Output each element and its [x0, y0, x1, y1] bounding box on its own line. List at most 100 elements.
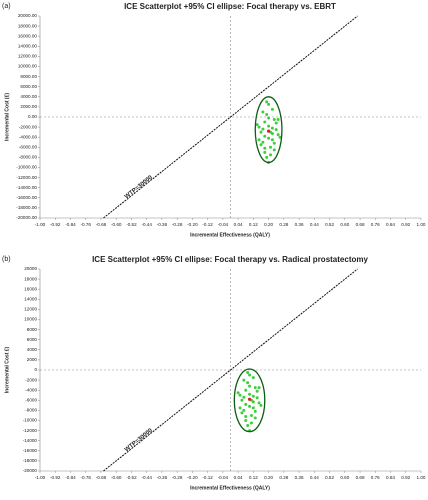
y-tick-label: -8000 — [25, 408, 37, 413]
scatter-point — [242, 408, 246, 412]
scatter-point — [248, 404, 252, 408]
y-tick-label: 20000.00 — [18, 13, 38, 18]
x-tick-label: 0.60 — [340, 475, 349, 480]
x-tick-label: 0.92 — [401, 222, 410, 227]
y-tick-label: 20000 — [24, 266, 37, 271]
x-tick-label: 0.20 — [264, 222, 273, 227]
y-tick-label: -12000.00 — [16, 175, 37, 180]
scatter-point — [248, 384, 252, 388]
scatter-point — [272, 141, 276, 145]
x-tick-label: 0.12 — [249, 222, 258, 227]
y-tick-label: 12000 — [24, 307, 37, 312]
y-tick-label: 8000.00 — [20, 74, 37, 79]
y-tick-label: 2000.00 — [20, 104, 37, 109]
y-tick-label: -2000.00 — [19, 124, 38, 129]
scatter-point — [276, 118, 280, 122]
y-tick-label: -16000 — [23, 448, 38, 453]
scatter-point — [248, 392, 252, 396]
x-tick-label: -1.00 — [35, 222, 46, 227]
scatter-point — [272, 118, 276, 122]
y-tick-label: -18000.00 — [16, 205, 37, 210]
x-tick-label: 0.36 — [295, 475, 304, 480]
x-tick-label: -0.76 — [80, 222, 91, 227]
scatter-point — [257, 125, 261, 129]
y-tick-label: -2000 — [25, 377, 37, 382]
x-tick-label: -0.44 — [141, 222, 152, 227]
x-tick-label: -0.92 — [50, 222, 61, 227]
scatter-point — [240, 411, 244, 415]
scatter-point — [253, 416, 257, 420]
scatter-point — [270, 138, 274, 142]
x-tick-label: 0.36 — [295, 222, 304, 227]
scatter-point — [263, 146, 267, 150]
scatter-point — [265, 155, 269, 159]
x-tick-label: 0.52 — [325, 475, 334, 480]
x-tick-label: 0.20 — [264, 475, 273, 480]
scatter-point — [242, 378, 246, 382]
x-tick-label: -0.12 — [202, 475, 213, 480]
y-tick-label: 18000.00 — [18, 23, 38, 28]
scatter-point — [267, 102, 271, 106]
x-tick-label: -0.04 — [218, 222, 229, 227]
x-tick-label: 0.68 — [356, 222, 365, 227]
scatter-point — [257, 401, 261, 405]
x-tick-label: 0.76 — [371, 475, 380, 480]
scatter-point — [251, 406, 255, 410]
y-tick-label: -4000 — [25, 387, 37, 392]
x-tick-label: 1.00 — [417, 475, 426, 480]
y-tick-label: -8000.00 — [19, 155, 38, 160]
x-tick-label: -0.36 — [157, 475, 168, 480]
y-tick-label: -10000 — [23, 418, 38, 423]
x-axis-label: Incremental Effectiveness (QALY) — [190, 485, 270, 491]
y-tick-label: 18000 — [24, 276, 37, 281]
wtp-line — [103, 15, 358, 219]
scatter-point — [242, 395, 246, 399]
x-tick-label: 0.60 — [340, 222, 349, 227]
y-tick-label: -6000.00 — [19, 145, 38, 150]
scatter-point — [240, 398, 244, 402]
scatter-point — [246, 381, 250, 385]
ci-ellipse — [254, 96, 283, 164]
scatter-point — [248, 373, 252, 377]
scatter-point — [278, 135, 282, 139]
wtp-label: WTP=30000 — [124, 427, 154, 453]
y-tick-label: 2000 — [27, 357, 38, 362]
x-tick-label: 0.04 — [234, 475, 243, 480]
y-tick-label: 6000.00 — [20, 84, 37, 89]
x-tick-label: -0.92 — [50, 475, 61, 480]
scatter-point — [265, 100, 269, 104]
y-tick-label: 0 — [34, 367, 37, 372]
x-tick-label: 0.28 — [279, 222, 288, 227]
x-tick-label: 0.84 — [386, 475, 395, 480]
mean-point — [247, 397, 252, 401]
x-tick-label: -0.36 — [157, 222, 168, 227]
x-tick-label: -0.04 — [218, 475, 229, 480]
y-tick-label: 14000 — [24, 297, 37, 302]
x-tick-label: 0.84 — [386, 222, 395, 227]
y-tick-label: 14000.00 — [18, 44, 38, 49]
y-tick-label: 4000.00 — [20, 94, 37, 99]
x-tick-label: 0.52 — [325, 222, 334, 227]
x-tick-label: 0.92 — [401, 475, 410, 480]
x-axis-label: Incremental Effectiveness (QALY) — [190, 232, 270, 238]
x-tick-label: -0.20 — [187, 222, 198, 227]
scatter-point — [246, 424, 250, 428]
scatter-point — [276, 133, 280, 137]
x-tick-label: -0.60 — [111, 222, 122, 227]
scatter-point — [263, 120, 267, 124]
x-tick-label: -0.84 — [65, 222, 76, 227]
scatter-point — [249, 413, 253, 417]
scatter-point — [257, 386, 261, 390]
scatter-point — [259, 130, 263, 134]
y-tick-label: 10000.00 — [18, 64, 38, 69]
scatter-point — [259, 403, 263, 407]
y-tick-label: 8000 — [27, 327, 38, 332]
x-tick-label: 0.76 — [371, 222, 380, 227]
y-tick-label: 0.00 — [28, 114, 37, 119]
scatter-point — [269, 145, 273, 149]
scatter-point — [255, 123, 259, 127]
y-tick-label: -14000 — [23, 438, 38, 443]
x-tick-label: -0.84 — [65, 475, 76, 480]
x-tick-label: 0.04 — [234, 222, 243, 227]
